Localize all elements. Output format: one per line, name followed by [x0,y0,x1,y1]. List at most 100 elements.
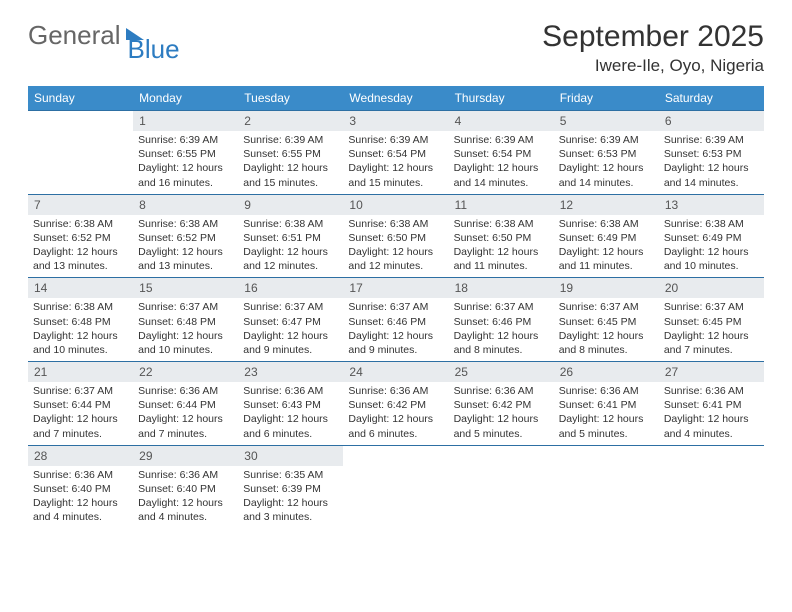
logo: General Blue [28,20,180,51]
calendar-cell: 16Sunrise: 6:37 AMSunset: 6:47 PMDayligh… [238,278,343,362]
day-details: Sunrise: 6:38 AMSunset: 6:50 PMDaylight:… [343,215,448,278]
calendar-cell: 3Sunrise: 6:39 AMSunset: 6:54 PMDaylight… [343,111,448,195]
calendar-cell [659,445,764,528]
calendar-cell [554,445,659,528]
day-details: Sunrise: 6:36 AMSunset: 6:42 PMDaylight:… [449,382,554,445]
weekday-header: Thursday [449,86,554,111]
day-details: Sunrise: 6:37 AMSunset: 6:45 PMDaylight:… [554,298,659,361]
day-details: Sunrise: 6:37 AMSunset: 6:47 PMDaylight:… [238,298,343,361]
weekday-header: Sunday [28,86,133,111]
day-number: 20 [659,278,764,298]
weekday-header: Wednesday [343,86,448,111]
day-number: 26 [554,362,659,382]
day-number: 3 [343,111,448,131]
day-number: 27 [659,362,764,382]
day-number: 8 [133,195,238,215]
logo-word2: Blue [128,34,180,65]
day-details: Sunrise: 6:38 AMSunset: 6:50 PMDaylight:… [449,215,554,278]
calendar-cell [449,445,554,528]
day-details: Sunrise: 6:36 AMSunset: 6:40 PMDaylight:… [133,466,238,529]
calendar-cell: 11Sunrise: 6:38 AMSunset: 6:50 PMDayligh… [449,194,554,278]
day-details: Sunrise: 6:38 AMSunset: 6:49 PMDaylight:… [554,215,659,278]
logo-word1: General [28,20,121,51]
day-details: Sunrise: 6:37 AMSunset: 6:46 PMDaylight:… [343,298,448,361]
calendar-cell: 9Sunrise: 6:38 AMSunset: 6:51 PMDaylight… [238,194,343,278]
day-details: Sunrise: 6:38 AMSunset: 6:49 PMDaylight:… [659,215,764,278]
day-number: 12 [554,195,659,215]
weekday-header: Tuesday [238,86,343,111]
day-details: Sunrise: 6:39 AMSunset: 6:54 PMDaylight:… [343,131,448,194]
day-details: Sunrise: 6:38 AMSunset: 6:48 PMDaylight:… [28,298,133,361]
calendar-cell: 1Sunrise: 6:39 AMSunset: 6:55 PMDaylight… [133,111,238,195]
day-number: 22 [133,362,238,382]
day-details: Sunrise: 6:36 AMSunset: 6:41 PMDaylight:… [554,382,659,445]
day-number: 2 [238,111,343,131]
calendar-cell: 20Sunrise: 6:37 AMSunset: 6:45 PMDayligh… [659,278,764,362]
day-number: 4 [449,111,554,131]
weekday-header: Monday [133,86,238,111]
calendar-cell: 26Sunrise: 6:36 AMSunset: 6:41 PMDayligh… [554,362,659,446]
day-details: Sunrise: 6:37 AMSunset: 6:46 PMDaylight:… [449,298,554,361]
day-number: 5 [554,111,659,131]
day-details: Sunrise: 6:36 AMSunset: 6:43 PMDaylight:… [238,382,343,445]
day-number: 7 [28,195,133,215]
calendar-row: 7Sunrise: 6:38 AMSunset: 6:52 PMDaylight… [28,194,764,278]
calendar-cell [343,445,448,528]
day-details: Sunrise: 6:38 AMSunset: 6:52 PMDaylight:… [133,215,238,278]
header: General Blue September 2025 Iwere-Ile, O… [28,20,764,76]
calendar-row: 28Sunrise: 6:36 AMSunset: 6:40 PMDayligh… [28,445,764,528]
day-details: Sunrise: 6:35 AMSunset: 6:39 PMDaylight:… [238,466,343,529]
day-number: 15 [133,278,238,298]
calendar-cell: 24Sunrise: 6:36 AMSunset: 6:42 PMDayligh… [343,362,448,446]
day-number: 6 [659,111,764,131]
calendar-cell: 5Sunrise: 6:39 AMSunset: 6:53 PMDaylight… [554,111,659,195]
weekday-header: Friday [554,86,659,111]
calendar-cell: 6Sunrise: 6:39 AMSunset: 6:53 PMDaylight… [659,111,764,195]
calendar-cell [28,111,133,195]
calendar-table: Sunday Monday Tuesday Wednesday Thursday… [28,86,764,528]
day-details: Sunrise: 6:37 AMSunset: 6:45 PMDaylight:… [659,298,764,361]
calendar-cell: 17Sunrise: 6:37 AMSunset: 6:46 PMDayligh… [343,278,448,362]
day-number: 29 [133,446,238,466]
day-number: 14 [28,278,133,298]
day-number: 13 [659,195,764,215]
calendar-row: 1Sunrise: 6:39 AMSunset: 6:55 PMDaylight… [28,111,764,195]
month-title: September 2025 [542,20,764,54]
calendar-cell: 15Sunrise: 6:37 AMSunset: 6:48 PMDayligh… [133,278,238,362]
calendar-cell: 2Sunrise: 6:39 AMSunset: 6:55 PMDaylight… [238,111,343,195]
day-details: Sunrise: 6:36 AMSunset: 6:42 PMDaylight:… [343,382,448,445]
day-details: Sunrise: 6:39 AMSunset: 6:54 PMDaylight:… [449,131,554,194]
calendar-cell: 14Sunrise: 6:38 AMSunset: 6:48 PMDayligh… [28,278,133,362]
day-details: Sunrise: 6:37 AMSunset: 6:44 PMDaylight:… [28,382,133,445]
calendar-cell: 28Sunrise: 6:36 AMSunset: 6:40 PMDayligh… [28,445,133,528]
day-details: Sunrise: 6:36 AMSunset: 6:44 PMDaylight:… [133,382,238,445]
calendar-row: 21Sunrise: 6:37 AMSunset: 6:44 PMDayligh… [28,362,764,446]
calendar-cell: 8Sunrise: 6:38 AMSunset: 6:52 PMDaylight… [133,194,238,278]
calendar-cell: 23Sunrise: 6:36 AMSunset: 6:43 PMDayligh… [238,362,343,446]
day-number: 17 [343,278,448,298]
day-details: Sunrise: 6:39 AMSunset: 6:53 PMDaylight:… [659,131,764,194]
calendar-cell: 29Sunrise: 6:36 AMSunset: 6:40 PMDayligh… [133,445,238,528]
calendar-cell: 22Sunrise: 6:36 AMSunset: 6:44 PMDayligh… [133,362,238,446]
calendar-cell: 27Sunrise: 6:36 AMSunset: 6:41 PMDayligh… [659,362,764,446]
calendar-cell: 12Sunrise: 6:38 AMSunset: 6:49 PMDayligh… [554,194,659,278]
weekday-header: Saturday [659,86,764,111]
day-details: Sunrise: 6:39 AMSunset: 6:55 PMDaylight:… [238,131,343,194]
calendar-cell: 10Sunrise: 6:38 AMSunset: 6:50 PMDayligh… [343,194,448,278]
calendar-cell: 25Sunrise: 6:36 AMSunset: 6:42 PMDayligh… [449,362,554,446]
day-details: Sunrise: 6:39 AMSunset: 6:55 PMDaylight:… [133,131,238,194]
day-details: Sunrise: 6:39 AMSunset: 6:53 PMDaylight:… [554,131,659,194]
calendar-cell: 30Sunrise: 6:35 AMSunset: 6:39 PMDayligh… [238,445,343,528]
location-subtitle: Iwere-Ile, Oyo, Nigeria [542,56,764,76]
day-number: 28 [28,446,133,466]
day-number: 10 [343,195,448,215]
day-number: 1 [133,111,238,131]
calendar-cell: 21Sunrise: 6:37 AMSunset: 6:44 PMDayligh… [28,362,133,446]
day-details: Sunrise: 6:37 AMSunset: 6:48 PMDaylight:… [133,298,238,361]
day-number: 18 [449,278,554,298]
day-details: Sunrise: 6:36 AMSunset: 6:41 PMDaylight:… [659,382,764,445]
day-number: 11 [449,195,554,215]
calendar-row: 14Sunrise: 6:38 AMSunset: 6:48 PMDayligh… [28,278,764,362]
day-number: 9 [238,195,343,215]
day-number: 24 [343,362,448,382]
